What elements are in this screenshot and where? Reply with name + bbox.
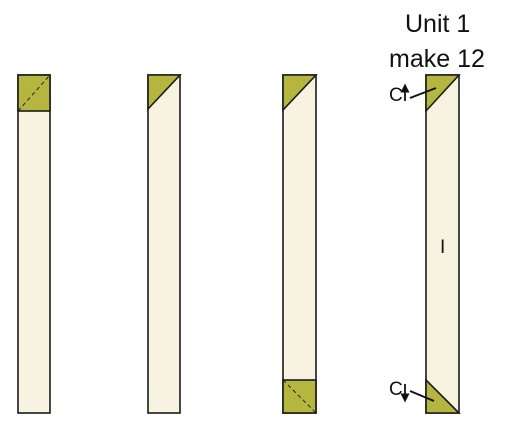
strip-step-2 [147, 74, 182, 414]
corner-triangle [282, 74, 318, 113]
corner-triangle [425, 74, 461, 114]
leader-arrow-bottom [409, 390, 435, 402]
stitch-line-dashed [17, 74, 51, 112]
corner-triangle [425, 378, 461, 414]
stitch-line-dashed [282, 379, 317, 414]
strip-step-4 [425, 74, 461, 414]
corner-label-top: C [389, 85, 403, 106]
strip-step-1 [17, 74, 51, 414]
strip-background [425, 74, 460, 414]
leader-arrow-top [409, 87, 437, 99]
corner-label-bottom: C [389, 379, 403, 400]
strip-label: I [440, 237, 446, 258]
corner-triangle [147, 74, 182, 112]
unit-title: Unit 1 [405, 10, 471, 38]
unit-quantity: make 12 [389, 45, 485, 73]
strip-background [147, 74, 181, 414]
strip-background [17, 74, 51, 414]
strip-background [282, 74, 317, 414]
strip-step-3 [282, 74, 318, 414]
